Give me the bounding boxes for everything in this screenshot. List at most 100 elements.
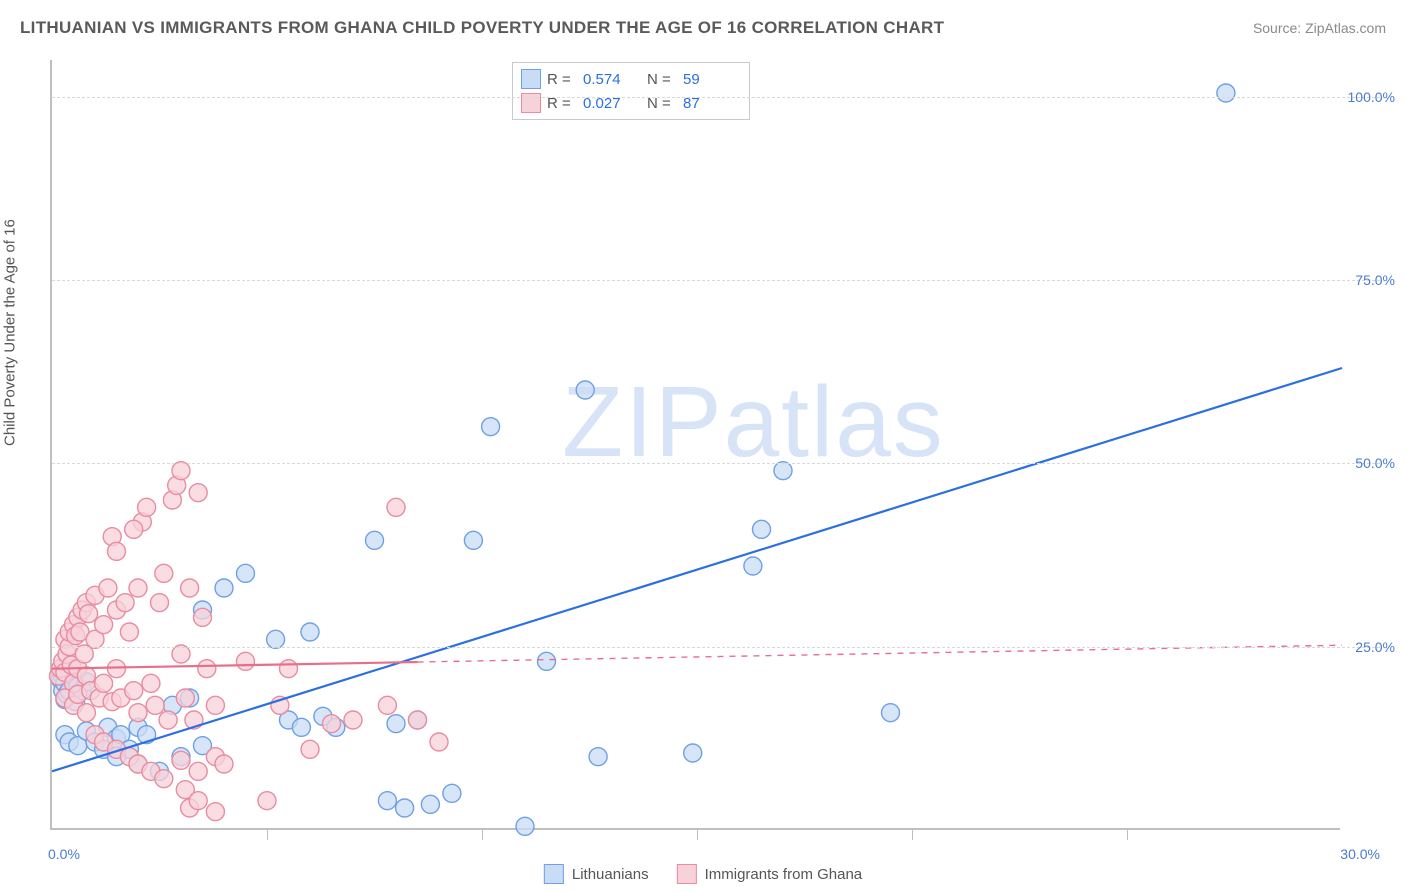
data-point xyxy=(774,462,792,480)
legend-series-label: Immigrants from Ghana xyxy=(705,866,863,883)
x-tick xyxy=(482,828,483,840)
data-point xyxy=(538,652,556,670)
data-point xyxy=(77,704,95,722)
data-point xyxy=(159,711,177,729)
gridline-h xyxy=(52,280,1380,281)
data-point xyxy=(189,792,207,810)
data-point xyxy=(301,740,319,758)
data-point xyxy=(194,608,212,626)
data-point xyxy=(1217,84,1235,102)
gridline-h xyxy=(52,463,1380,464)
data-point xyxy=(443,784,461,802)
data-point xyxy=(323,715,341,733)
data-point xyxy=(198,660,216,678)
legend-correlation-row: R =0.027N =87 xyxy=(521,91,741,115)
title-bar: LITHUANIAN VS IMMIGRANTS FROM GHANA CHIL… xyxy=(20,18,1386,38)
data-point xyxy=(125,682,143,700)
plot-area: ZIPatlas R =0.574N =59R =0.027N =87 0.0%… xyxy=(50,60,1340,830)
data-point xyxy=(215,755,233,773)
x-axis-start-label: 0.0% xyxy=(48,846,80,862)
data-point xyxy=(516,817,534,835)
data-point xyxy=(181,579,199,597)
data-point xyxy=(292,718,310,736)
legend-swatch xyxy=(677,864,697,884)
gridline-h xyxy=(52,97,1380,98)
plot-svg xyxy=(52,60,1340,828)
data-point xyxy=(344,711,362,729)
data-point xyxy=(116,594,134,612)
data-point xyxy=(120,623,138,641)
data-point xyxy=(138,498,156,516)
data-point xyxy=(237,564,255,582)
data-point xyxy=(387,498,405,516)
y-tick-label: 50.0% xyxy=(1355,455,1395,471)
data-point xyxy=(387,715,405,733)
legend-series-item: Lithuanians xyxy=(544,864,649,884)
y-tick-label: 100.0% xyxy=(1348,89,1395,105)
source-label: Source: ZipAtlas.com xyxy=(1253,20,1386,36)
legend-correlation-row: R = 0.574 N = 59 xyxy=(521,67,741,91)
data-point xyxy=(280,660,298,678)
legend-swatch xyxy=(521,69,541,89)
legend-series-item: Immigrants from Ghana xyxy=(677,864,863,884)
data-point xyxy=(237,652,255,670)
data-point xyxy=(155,564,173,582)
data-point xyxy=(589,748,607,766)
x-tick xyxy=(697,828,698,840)
data-point xyxy=(215,579,233,597)
data-point xyxy=(172,462,190,480)
data-point xyxy=(258,792,276,810)
data-point xyxy=(882,704,900,722)
legend-series: Lithuanians Immigrants from Ghana xyxy=(544,864,862,884)
y-tick-label: 75.0% xyxy=(1355,272,1395,288)
data-point xyxy=(95,674,113,692)
data-point xyxy=(267,630,285,648)
x-tick xyxy=(912,828,913,840)
data-point xyxy=(378,792,396,810)
data-point xyxy=(189,484,207,502)
data-point xyxy=(206,803,224,821)
y-axis-title: Child Poverty Under the Age of 16 xyxy=(2,219,19,446)
data-point xyxy=(396,799,414,817)
data-point xyxy=(409,711,427,729)
trend-line xyxy=(52,662,418,669)
data-point xyxy=(576,381,594,399)
data-point xyxy=(142,674,160,692)
data-point xyxy=(189,762,207,780)
data-point xyxy=(206,696,224,714)
gridline-h xyxy=(52,647,1380,648)
data-point xyxy=(172,645,190,663)
legend-correlation: R = 0.574 N = 59 R =0.027N =87 xyxy=(512,62,750,120)
data-point xyxy=(366,531,384,549)
legend-series-label: Lithuanians xyxy=(572,866,649,883)
data-point xyxy=(378,696,396,714)
x-tick xyxy=(1127,828,1128,840)
chart-title: LITHUANIAN VS IMMIGRANTS FROM GHANA CHIL… xyxy=(20,18,944,38)
data-point xyxy=(129,579,147,597)
data-point xyxy=(125,520,143,538)
data-point xyxy=(108,542,126,560)
data-point xyxy=(301,623,319,641)
data-point xyxy=(172,751,190,769)
data-point xyxy=(482,418,500,436)
data-point xyxy=(95,616,113,634)
data-point xyxy=(430,733,448,751)
legend-r-value: 0.574 xyxy=(583,71,641,88)
legend-n-label: N = xyxy=(647,71,677,88)
data-point xyxy=(421,795,439,813)
legend-swatch xyxy=(544,864,564,884)
data-point xyxy=(155,770,173,788)
data-point xyxy=(744,557,762,575)
data-point xyxy=(151,594,169,612)
data-point xyxy=(99,579,117,597)
legend-n-value: 59 xyxy=(683,71,741,88)
data-point xyxy=(464,531,482,549)
trend-line-dashed xyxy=(418,645,1343,662)
data-point xyxy=(146,696,164,714)
x-tick xyxy=(267,828,268,840)
legend-r-label: R = xyxy=(547,71,577,88)
data-point xyxy=(129,704,147,722)
data-point xyxy=(176,689,194,707)
data-point xyxy=(753,520,771,538)
y-tick-label: 25.0% xyxy=(1355,639,1395,655)
